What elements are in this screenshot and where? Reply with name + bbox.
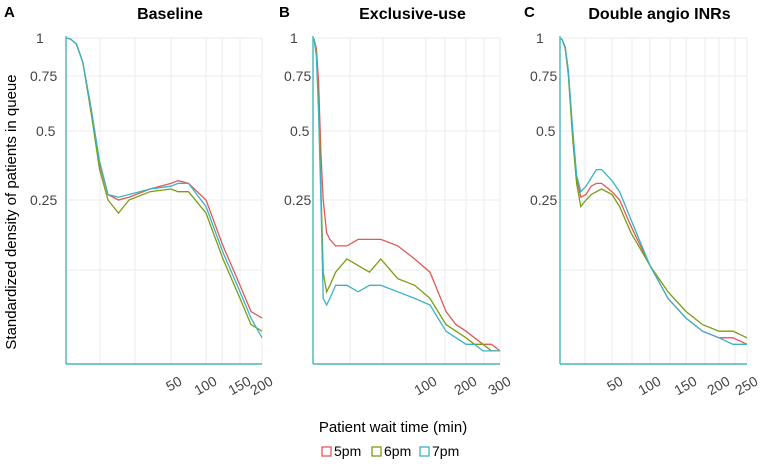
x-tick-label: 150 (671, 373, 699, 399)
legend-swatch (371, 446, 382, 457)
gridlines (313, 37, 501, 364)
x-tick-label: 200 (451, 373, 479, 399)
series-line-7pm (559, 37, 747, 345)
x-tick-label: 100 (411, 373, 439, 399)
x-tick-label: 100 (191, 373, 219, 399)
y-tick-label: 0.5 (536, 123, 556, 139)
y-tick-label: 0.5 (36, 123, 56, 139)
panel-title: Exclusive-use (359, 6, 466, 23)
legend-item-6pm: 6pm (371, 443, 411, 459)
y-tick-label: 1 (290, 30, 298, 46)
gridlines (66, 37, 263, 364)
y-tick-label: 0.25 (530, 192, 557, 208)
legend-item-7pm: 7pm (419, 443, 459, 459)
x-tick-label: 50 (163, 373, 185, 395)
legend-item-5pm: 5pm (321, 443, 361, 459)
panel-letter: C (524, 4, 535, 21)
legend: 5pm 6pm 7pm (321, 443, 459, 459)
series-line-5pm (312, 37, 501, 352)
series-line-6pm (312, 37, 500, 352)
panel-letter: A (4, 4, 15, 21)
y-tick-label: 0.75 (530, 68, 557, 84)
x-tick-label: 50 (604, 373, 626, 395)
x-axis-label: Patient wait time (min) (319, 419, 467, 436)
legend-label: 7pm (432, 443, 459, 459)
x-tick-label: 250 (732, 373, 760, 399)
panel-title: Baseline (137, 6, 203, 23)
panel-title: Double angio INRs (588, 6, 730, 23)
x-tick-label: 200 (704, 373, 732, 399)
y-tick-label: 1 (536, 30, 544, 46)
panel-b: B Exclusive-use 0.25 0.5 0.75 1 100 200 300 (279, 4, 514, 398)
legend-swatch (419, 446, 430, 457)
y-tick-label: 0.75 (30, 68, 57, 84)
series-line-7pm (65, 37, 263, 339)
x-tick-label: 200 (247, 373, 275, 399)
x-tick-label: 300 (485, 373, 513, 399)
y-tick-label: 0.5 (290, 123, 310, 139)
y-tick-label: 0.75 (284, 68, 311, 84)
panel-letter: B (279, 4, 290, 21)
legend-label: 5pm (334, 443, 361, 459)
x-tick-label: 100 (635, 373, 663, 399)
y-tick-label: 0.25 (284, 192, 311, 208)
y-axis-label: Standardized density of patients in queu… (3, 74, 20, 349)
legend-swatch (321, 446, 332, 457)
gridlines (560, 37, 748, 364)
legend-label: 6pm (384, 443, 411, 459)
y-tick-label: 0.25 (30, 192, 57, 208)
y-tick-label: 1 (36, 30, 44, 46)
series-line-7pm (312, 37, 500, 352)
